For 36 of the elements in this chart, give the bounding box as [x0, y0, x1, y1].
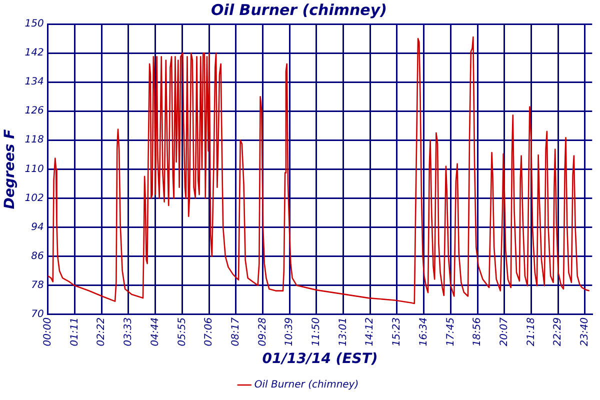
- x-tick-label: 14:12: [364, 317, 376, 346]
- y-tick-label: 86: [31, 250, 44, 262]
- y-tick-label: 126: [24, 106, 44, 117]
- x-tick-label: 16:34: [418, 317, 430, 346]
- x-tick-label: 15:23: [392, 317, 403, 346]
- y-tick-label: 78: [31, 280, 44, 291]
- y-tick-label: 94: [31, 222, 44, 233]
- x-tick-label: 03:33: [123, 317, 134, 346]
- x-tick-label: 00:00: [42, 317, 54, 346]
- x-tick-label: 21:18: [526, 317, 537, 346]
- x-tick-label: 07:06: [204, 317, 215, 346]
- legend-label: Oil Burner (chimney): [254, 380, 359, 391]
- y-tick-label: 118: [24, 134, 44, 146]
- x-tick-label: 08:17: [230, 316, 242, 346]
- x-tick-label: 22:29: [552, 317, 564, 346]
- x-tick-label: 05:55: [176, 317, 188, 346]
- y-tick-label: 134: [24, 76, 44, 88]
- x-tick-label: 23:40: [580, 317, 591, 346]
- y-axis-title: Degrees F: [2, 128, 18, 210]
- y-tick-label: 70: [31, 308, 44, 320]
- x-tick-label: 04:44: [150, 317, 161, 346]
- x-tick-label: 18:56: [472, 317, 484, 346]
- x-tick-label: 20:07: [499, 316, 510, 346]
- y-tick-label: 110: [24, 164, 44, 175]
- x-tick-label: 11:50: [311, 317, 322, 346]
- x-tick-label: 02:22: [96, 317, 108, 346]
- x-axis-title: 01/13/14 (EST): [262, 351, 378, 368]
- y-tick-label: 142: [24, 48, 44, 59]
- x-tick-label: 09:28: [257, 317, 268, 346]
- y-tick-label: 102: [24, 192, 44, 204]
- x-tick-label: 17:45: [445, 317, 456, 346]
- x-tick-label: 01:11: [69, 317, 80, 346]
- y-tick-label: 150: [24, 18, 44, 30]
- x-tick-label: 10:39: [284, 317, 296, 346]
- chart-title: Oil Burner (chimney): [211, 0, 387, 19]
- x-tick-label: 13:01: [338, 317, 349, 346]
